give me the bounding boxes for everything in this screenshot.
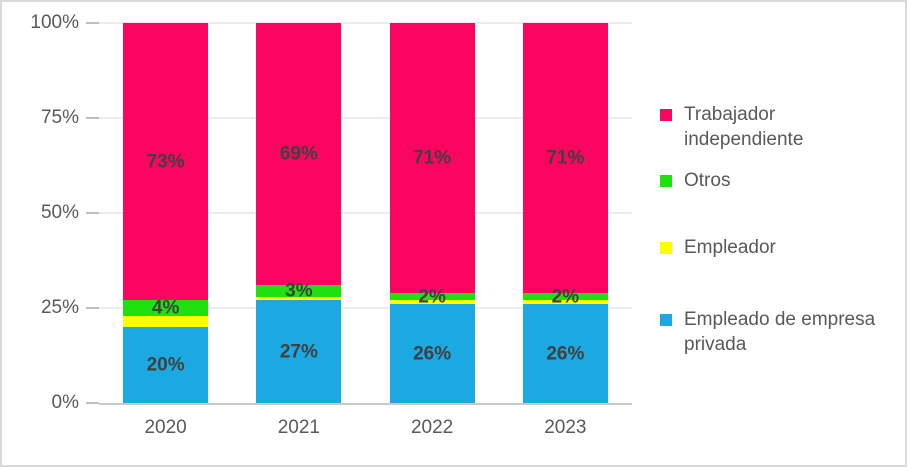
legend-item-empleador: Empleador	[660, 236, 899, 261]
bar-segment-empleado-de-empresa-privada: 26%	[522, 304, 608, 403]
legend-item-trabajador-independiente: Trabajador independiente	[660, 103, 899, 152]
y-axis-tick	[86, 402, 99, 404]
bar-segment-empleador	[522, 300, 608, 305]
data-label: 20%	[146, 354, 185, 376]
gridline-50%	[99, 212, 632, 214]
bar-segment-empleado-de-empresa-privada: 27%	[256, 300, 342, 403]
legend: Trabajador independiente Otros Empleador Em…	[660, 2, 895, 465]
x-axis-label-2023: 2023	[544, 417, 587, 438]
bar-slot-2020: 73% 4% 20%	[99, 23, 232, 403]
x-axis-label-2020: 2020	[144, 417, 187, 438]
data-label: 71%	[546, 147, 585, 169]
bar-slot-2023: 71% 2% 26%	[499, 23, 632, 403]
y-axis-tick	[86, 212, 99, 214]
bar-segment-otros: 2%	[389, 287, 475, 306]
y-axis-tick	[86, 22, 99, 24]
bars: 73% 4% 20% 69% 3% 27% 71% 2% 26% 71% 2% 26%	[99, 23, 632, 403]
x-axis-label-2022: 2022	[410, 417, 454, 438]
legend-item-empleado-de-empresa-privada: Empleado de empresa privada	[660, 308, 899, 357]
legend-swatch	[660, 175, 672, 187]
y-axis-tick	[86, 307, 99, 309]
bar-segment-empleador	[123, 315, 209, 327]
legend-swatch	[660, 242, 672, 254]
bar-slot-2022: 71% 2% 26%	[366, 23, 499, 403]
x-axis-label-2021: 2021	[277, 417, 321, 438]
data-label: 26%	[413, 343, 452, 365]
legend-label: Otros	[684, 170, 731, 191]
legend-swatch	[660, 314, 672, 326]
data-label: 4%	[151, 297, 180, 319]
bar-segment-empleado-de-empresa-privada: 26%	[389, 304, 475, 403]
data-label: 73%	[146, 151, 185, 173]
bar-segment-otros: 3%	[256, 281, 342, 300]
data-label: 27%	[279, 341, 318, 363]
bar-segment-empleado-de-empresa-privada: 20%	[123, 326, 209, 403]
x-axis-labels: 2020 2021 2022 2023	[99, 417, 632, 439]
legend-item-otros: Otros	[660, 169, 899, 194]
bar-segment-trabajador-independiente: 71%	[389, 23, 475, 293]
bar-segment-otros: 2%	[522, 287, 608, 306]
data-label: 69%	[279, 143, 318, 165]
bar-slot-2021: 69% 3% 27%	[232, 23, 365, 403]
data-label: 71%	[413, 147, 452, 169]
gridline-100%	[99, 22, 632, 24]
y-axis-tick	[86, 117, 99, 119]
bar-segment-trabajador-independiente: 69%	[256, 23, 342, 286]
legend-label: Trabajador independiente	[684, 104, 804, 150]
bar-segment-empleador	[389, 300, 475, 305]
bar-2023: 71% 2% 26%	[522, 23, 608, 403]
data-label: 26%	[546, 343, 585, 365]
data-label: 2%	[551, 286, 580, 308]
bar-2021: 69% 3% 27%	[256, 23, 342, 403]
legend-swatch	[660, 109, 672, 121]
legend-label: Empleado de empresa privada	[684, 309, 876, 355]
data-label: 3%	[285, 280, 313, 302]
data-label: 2%	[418, 286, 446, 308]
gridline-75%	[99, 117, 632, 119]
bar-segment-trabajador-independiente: 73%	[123, 23, 209, 301]
gridline-25%	[99, 307, 632, 309]
bar-segment-empleador	[256, 296, 342, 301]
bar-segment-otros: 4%	[123, 297, 209, 319]
bar-2020: 73% 4% 20%	[123, 23, 209, 403]
legend-label: Empleador	[684, 237, 776, 258]
bar-segment-trabajador-independiente: 71%	[522, 23, 608, 293]
plot-area: 73% 4% 20% 69% 3% 27% 71% 2% 26% 71% 2% 26% 0% 25% 50…	[30, 13, 632, 412]
x-axis-line	[99, 403, 632, 405]
bar-2022: 71% 2% 26%	[389, 23, 475, 403]
